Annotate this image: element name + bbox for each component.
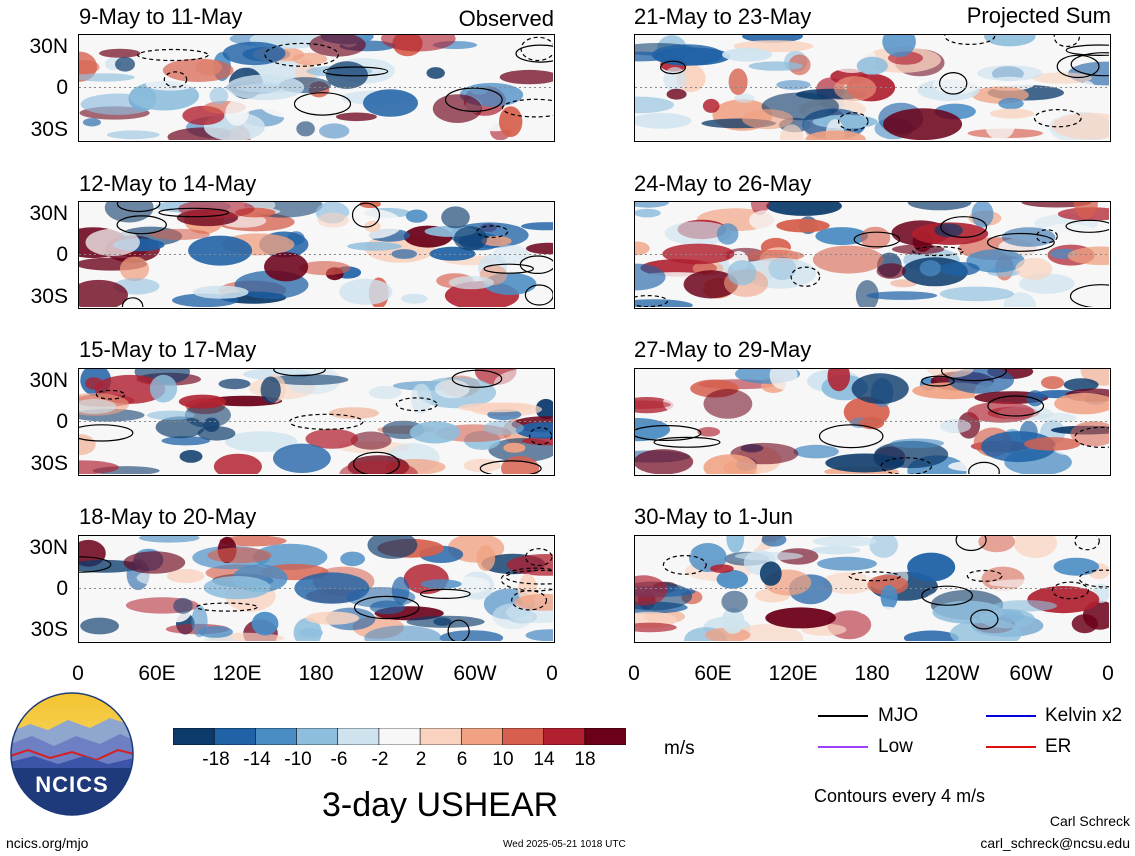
colorbar-label: 18 [574,749,596,770]
footer-timestamp: Wed 2025-05-21 1018 UTC [503,839,626,850]
lat-label-30n: 30N [29,35,68,58]
colorbar-label: 6 [456,749,468,770]
colorbar-bin [172,727,215,746]
panel-title-projected-3: 27-May to 29-May [634,337,812,362]
panel-title-projected-4: 30-May to 1-Jun [634,504,793,529]
colorbar-label: -2 [371,749,389,770]
map-panel-projected-3 [634,368,1111,476]
map-panel-observed-4 [78,535,555,643]
logo-text: NCICS [35,772,109,797]
colorbar-label: -14 [243,749,271,770]
legend-swatch-mjo [818,715,868,717]
panel-title-projected-2: 24-May to 26-May [634,171,812,196]
legend-swatch-kelvin [986,715,1036,717]
lon-label: 0 [1102,662,1114,685]
projected-sum-label: Projected Sum [966,3,1111,28]
lon-label: 60W [1009,662,1053,685]
lon-label: 60W [453,662,497,685]
lat-label-0: 0 [56,243,68,266]
lat-label-30s: 30S [30,618,68,641]
colorbar-bin [584,727,627,746]
wind-shear-field [635,536,1109,641]
wind-shear-field [79,202,553,307]
panel-title-observed-1: 9-May to 11-May [79,4,243,29]
wind-shear-field [79,35,553,140]
legend-label-kelvin: Kelvin x2 [1045,705,1123,726]
map-panel-observed-2 [78,201,555,309]
wind-shear-field [635,202,1109,307]
lon-label: 0 [72,662,84,685]
colorbar-bin [378,727,421,746]
lon-label: 120E [768,662,818,685]
colorbar-bin [502,727,545,746]
contours-note: Contours every 4 m/s [814,786,986,806]
colorbar-label: 2 [415,749,427,770]
lon-label: 120E [212,662,262,685]
lon-label: 0 [546,662,558,685]
colorbar-graphic [172,727,627,746]
legend-swatch-er [986,746,1036,748]
wind-shear-field [635,369,1109,474]
colorbar-unit: m/s [664,738,695,759]
wind-shear-field [635,35,1109,140]
ncics-logo-graphic [10,692,134,816]
lat-label-30n: 30N [29,536,68,559]
footer-site-link[interactable]: ncics.org/mjo [6,835,89,851]
map-panel-projected-1 [634,34,1111,142]
map-panel-projected-4 [634,535,1111,643]
panel-title-projected-1: 21-May to 23-May [634,4,812,29]
lat-label-30s: 30S [30,285,68,308]
map-panel-observed-1 [78,34,555,142]
ncics-logo: NCICS [10,692,134,816]
lat-label-30s: 30S [30,118,68,141]
colorbar-label: -10 [284,749,312,770]
lat-label-30n: 30N [29,369,68,392]
lon-label: 120W [368,662,424,685]
footer-author: Carl Schreck [1049,813,1130,829]
main-title: 3-day USHEAR [322,786,559,824]
lon-label: 0 [628,662,640,685]
legend-label-low: Low [878,736,913,757]
colorbar-bin [543,727,586,746]
lon-label: 180 [854,662,890,685]
panel-title-observed-3: 15-May to 17-May [79,337,257,362]
wind-shear-field [79,369,553,474]
colorbar-label: -6 [330,749,348,770]
colorbar [172,727,627,746]
lon-label: 180 [298,662,334,685]
colorbar-bin [296,727,339,746]
colorbar-bin [337,727,380,746]
observed-label: Observed [458,6,554,31]
map-panel-projected-2 [634,201,1111,309]
lat-label-0: 0 [56,410,68,433]
colorbar-bin [255,727,298,746]
wind-shear-field [79,536,553,641]
colorbar-bin [460,727,504,746]
colorbar-label: 14 [533,749,555,770]
colorbar-label: 10 [492,749,514,770]
footer-email[interactable]: carl_schreck@ncsu.edu [980,835,1130,851]
lon-label: 60E [138,662,176,685]
legend-label-er: ER [1045,736,1072,757]
lon-label: 60E [694,662,732,685]
colorbar-bin [213,727,257,746]
panel-title-observed-4: 18-May to 20-May [79,504,257,529]
colorbar-label: -18 [202,749,230,770]
lon-label: 120W [924,662,980,685]
legend-swatch-low [818,746,868,748]
lat-label-0: 0 [56,76,68,99]
panel-title-observed-2: 12-May to 14-May [79,171,257,196]
lat-label-0: 0 [56,577,68,600]
lat-label-30n: 30N [29,202,68,225]
colorbar-bin [419,727,463,746]
legend-label-mjo: MJO [878,705,919,726]
lat-label-30s: 30S [30,452,68,475]
map-panel-observed-3 [78,368,555,476]
